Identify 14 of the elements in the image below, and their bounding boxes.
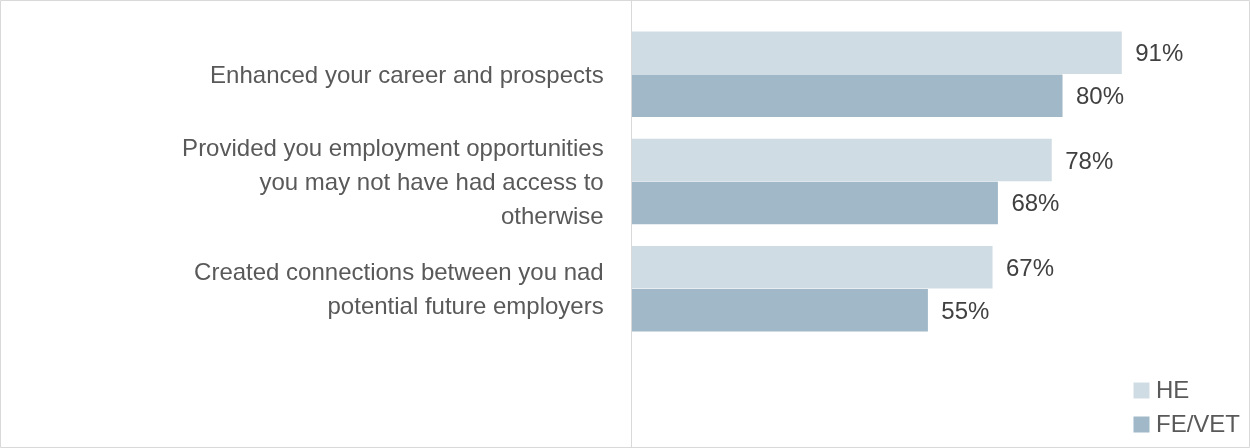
data-label: 80% xyxy=(1076,82,1125,110)
y-tick-label: Provided you employment opportunities you may not have had access to otherwise xyxy=(182,134,604,229)
y-tick-label: Enhanced your career and prospects xyxy=(210,60,604,88)
bar xyxy=(631,74,1063,117)
y-tick-label: Created connections between you nad potential future employers xyxy=(194,258,604,320)
data-label: 55% xyxy=(941,296,990,324)
data-label: 67% xyxy=(1005,253,1055,281)
data-label: 91% xyxy=(1135,39,1184,67)
legend-label: FE/VET xyxy=(1155,410,1240,438)
data-label: 68% xyxy=(1011,189,1060,217)
data-label: 78% xyxy=(1065,146,1114,174)
bar xyxy=(631,288,928,332)
bar xyxy=(631,181,998,225)
legend-label: HE xyxy=(1155,376,1190,404)
